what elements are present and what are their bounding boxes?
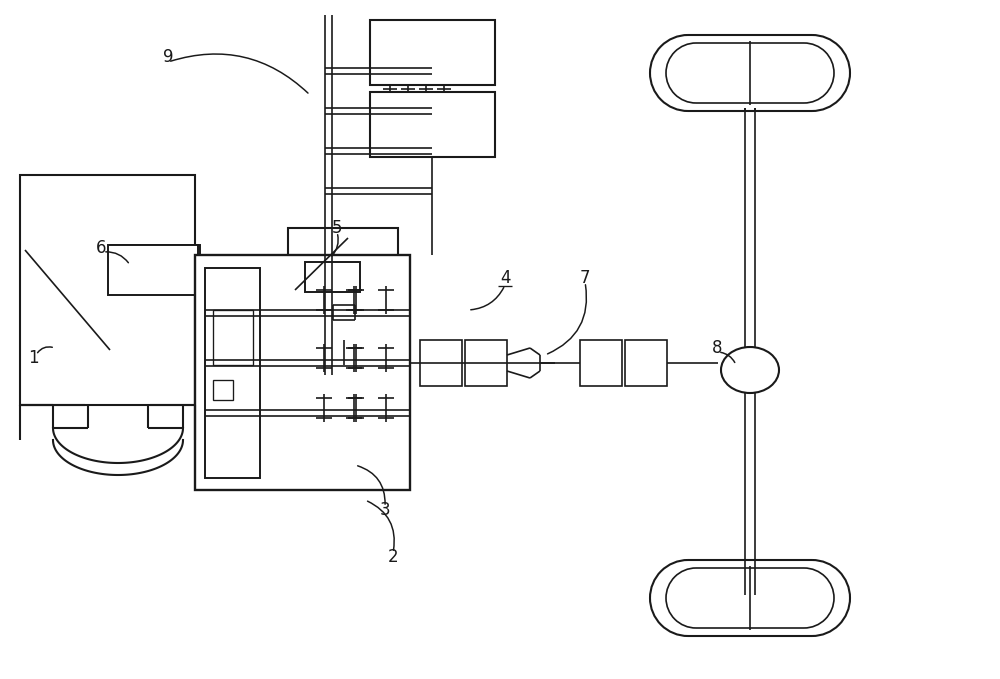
Bar bbox=[420, 340, 462, 386]
Bar bbox=[288, 228, 398, 296]
Bar bbox=[625, 340, 667, 386]
Bar bbox=[305, 262, 360, 292]
Ellipse shape bbox=[721, 347, 779, 393]
Bar bbox=[370, 92, 495, 157]
Text: 5: 5 bbox=[332, 219, 342, 237]
Bar bbox=[330, 300, 345, 315]
Bar bbox=[348, 300, 363, 315]
Text: 8: 8 bbox=[712, 339, 722, 357]
Bar bbox=[580, 340, 622, 386]
Bar bbox=[20, 175, 195, 405]
Bar bbox=[195, 255, 410, 490]
Bar bbox=[213, 380, 233, 400]
Bar bbox=[370, 20, 495, 85]
Bar bbox=[465, 340, 507, 386]
Bar bbox=[205, 268, 260, 478]
Bar bbox=[110, 245, 200, 290]
Text: 3: 3 bbox=[380, 501, 391, 519]
Text: 6: 6 bbox=[96, 239, 106, 257]
Bar bbox=[108, 245, 198, 295]
Bar bbox=[213, 310, 253, 365]
Text: 9: 9 bbox=[163, 48, 174, 66]
Bar bbox=[325, 290, 363, 340]
Text: 7: 7 bbox=[580, 269, 590, 287]
Text: 2: 2 bbox=[388, 548, 399, 566]
Text: 4: 4 bbox=[500, 269, 511, 287]
Text: 1: 1 bbox=[28, 349, 39, 367]
